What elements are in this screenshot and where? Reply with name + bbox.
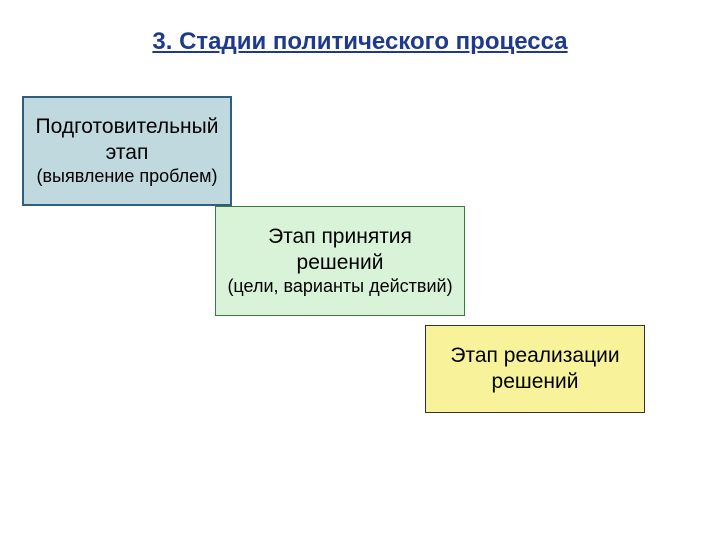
stage-box-2-sub: (цели, варианты действий) bbox=[227, 276, 452, 298]
stage-box-3: Этап реализации решений bbox=[425, 325, 645, 413]
stage-box-2-main: Этап принятия решений bbox=[224, 224, 456, 277]
stage-box-1: Подготовительный этап (выявление проблем… bbox=[22, 96, 232, 206]
diagram-title: 3. Стадии политического процесса bbox=[115, 28, 605, 56]
stage-box-3-main: Этап реализации решений bbox=[434, 343, 636, 396]
stage-box-2: Этап принятия решений (цели, варианты де… bbox=[215, 206, 465, 316]
stage-box-1-sub: (выявление проблем) bbox=[36, 166, 217, 188]
stage-box-1-main: Подготовительный этап bbox=[32, 114, 222, 167]
